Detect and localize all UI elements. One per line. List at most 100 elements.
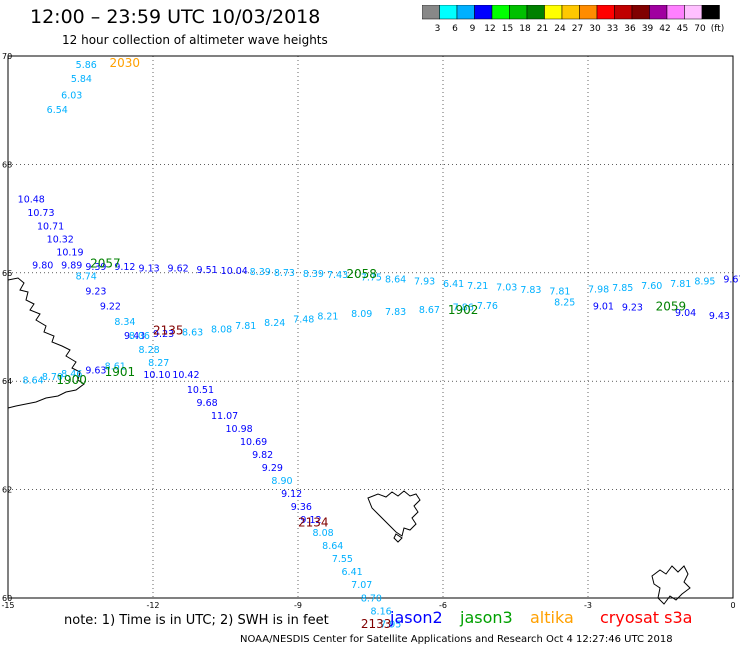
wave-height-label: 6.03 <box>61 90 82 101</box>
wave-height-label: 7.83 <box>520 285 541 296</box>
wave-height-label: 8.27 <box>148 358 169 369</box>
pass-time-label: 2134 <box>298 515 329 529</box>
legend-cryosat-s3a: cryosat s3a <box>600 608 693 627</box>
colorbar-label: 42 <box>659 24 670 34</box>
wave-height-label: 8.74 <box>76 271 97 282</box>
lat-tick-label: 66 <box>2 269 12 278</box>
wave-height-label: 10.32 <box>47 234 74 245</box>
wave-height-label: 7.95 <box>380 619 401 630</box>
axis-tick-labels: -15 -12 -9 -6 -3 0 70 68 66 64 62 60 <box>1 52 735 610</box>
wave-height-label: 8.09 <box>351 309 372 320</box>
lon-tick-label: -12 <box>146 601 159 610</box>
pass-time-label: 2133 <box>361 617 392 631</box>
wave-height-label: 9.22 <box>100 302 121 313</box>
colorbar-label: 6 <box>452 24 458 34</box>
wave-height-label: 9.82 <box>252 450 273 461</box>
wave-height-label: 10.10 <box>143 370 170 381</box>
legend-jason3: jason3 <box>460 608 513 627</box>
wave-height-label: 10.48 <box>18 194 45 205</box>
wave-height-label: 10.73 <box>27 208 54 219</box>
wave-height-label: 8.63 <box>182 328 203 339</box>
wave-height-label: 9.23 <box>85 286 106 297</box>
wave-height-label: 8.95 <box>694 277 715 288</box>
wave-height-label: 9.68 <box>197 398 218 409</box>
wave-height-label: 9.63 <box>85 366 106 377</box>
wave-height-label: 7.81 <box>670 279 691 290</box>
wave-height-label: 7.83 <box>385 307 406 318</box>
legend-jason2: jason2 <box>390 608 443 627</box>
wave-height-label: 7.07 <box>351 580 372 591</box>
colorbar-label: 30 <box>589 24 601 34</box>
wave-height-label: 10.19 <box>56 247 83 258</box>
wave-height-label: 7.55 <box>332 554 353 565</box>
wave-height-label: 8.21 <box>317 311 338 322</box>
colorbar-label: 15 <box>502 24 513 34</box>
wave-height-label: 9.80 <box>32 260 53 271</box>
wave-height-label: 5.86 <box>76 60 97 71</box>
wave-height-label: 8.73 <box>274 268 295 279</box>
wave-height-label: 8.08 <box>313 528 334 539</box>
colorbar-swatch <box>701 5 720 20</box>
pass-time-label: 2057 <box>90 256 121 270</box>
wave-height-label: 7.93 <box>414 277 435 288</box>
footer-credit: NOAA/NESDIS Center for Satellite Applica… <box>240 634 673 645</box>
colorbar-label: 39 <box>642 24 654 34</box>
lat-tick-label: 70 <box>2 52 12 61</box>
colorbar-label: 70 <box>694 24 706 34</box>
wave-height-label: 10.69 <box>240 437 267 448</box>
lon-tick-label: -9 <box>294 601 302 610</box>
wave-height-label: 8.28 <box>139 345 160 356</box>
wave-height-label: 7.81 <box>235 321 256 332</box>
wave-height-label: 8.61 <box>105 361 126 372</box>
wave-height-label: 9.43 <box>124 331 145 342</box>
lat-tick-label: 64 <box>2 377 12 386</box>
wave-height-label: 6.41 <box>443 279 464 290</box>
lon-tick-label: 0 <box>730 601 735 610</box>
wave-height-label: 6.41 <box>342 567 363 578</box>
wave-height-label: 9.51 <box>197 265 218 276</box>
wave-height-label: 9.89 <box>61 260 82 271</box>
colorbar-label: 18 <box>519 24 531 34</box>
wave-height-label: 9.12 <box>281 489 302 500</box>
wave-height-label: 9.01 <box>593 302 614 313</box>
wave-height-label: 7.60 <box>641 281 662 292</box>
pass-time-label: 1901 <box>105 365 136 379</box>
wave-height-label: 9.62 <box>168 264 189 275</box>
shetland-islands <box>651 565 691 605</box>
colorbar-label: 12 <box>484 24 495 34</box>
wave-height-label: 5.84 <box>71 74 92 85</box>
colorbar-label: 27 <box>572 24 583 34</box>
wave-height-label: 8.70 <box>361 593 382 604</box>
wave-height-label: 7.03 <box>496 283 517 294</box>
lon-tick-label: -6 <box>439 601 447 610</box>
wave-height-label: 8.64 <box>322 541 343 552</box>
wave-height-label: 10.51 <box>187 385 214 396</box>
wave-height-label: 10.71 <box>37 221 64 232</box>
color-scale-legend: 3 6 9 12 15 18 21 24 27 30 33 36 39 42 45 70 (ft) <box>422 5 724 34</box>
wave-height-label: 7.43 <box>327 270 348 281</box>
wave-height-label: 8.06 <box>129 331 150 342</box>
wave-height-label: 10.98 <box>226 424 253 435</box>
wave-height-label: 7.98 <box>588 284 609 295</box>
colorbar-label: 45 <box>677 24 688 34</box>
colorbar-label: 33 <box>607 24 618 34</box>
note-text: note: 1) Time is in UTC; 2) SWH is in fe… <box>64 613 329 628</box>
map-grid <box>7 55 734 599</box>
wave-height-label: 10.42 <box>172 370 199 381</box>
wave-height-label: 9.23 <box>622 303 643 314</box>
wave-height-label: 7.21 <box>467 281 488 292</box>
pass-time-label: 2059 <box>656 300 687 314</box>
wave-height-label: 9.13 <box>139 264 160 275</box>
wave-height-label: 7.81 <box>549 286 570 297</box>
coastlines <box>7 277 691 605</box>
wave-height-label: 8.70 <box>42 372 63 383</box>
lat-tick-label: 62 <box>2 486 12 495</box>
pass-time-label: 2135 <box>153 324 184 338</box>
wave-height-labels: 5.86 5.84 6.03 6.54 10.48 10.73 10.71 10.32 10.1… <box>18 60 740 630</box>
legend-altika: altika <box>530 608 574 627</box>
colorbar-label: 21 <box>537 24 548 34</box>
wave-height-label: 8.08 <box>211 324 232 335</box>
pass-time-label: 2058 <box>346 267 377 281</box>
colorbar-label: 3 <box>435 24 441 34</box>
wave-height-label: 6.54 <box>47 105 68 116</box>
